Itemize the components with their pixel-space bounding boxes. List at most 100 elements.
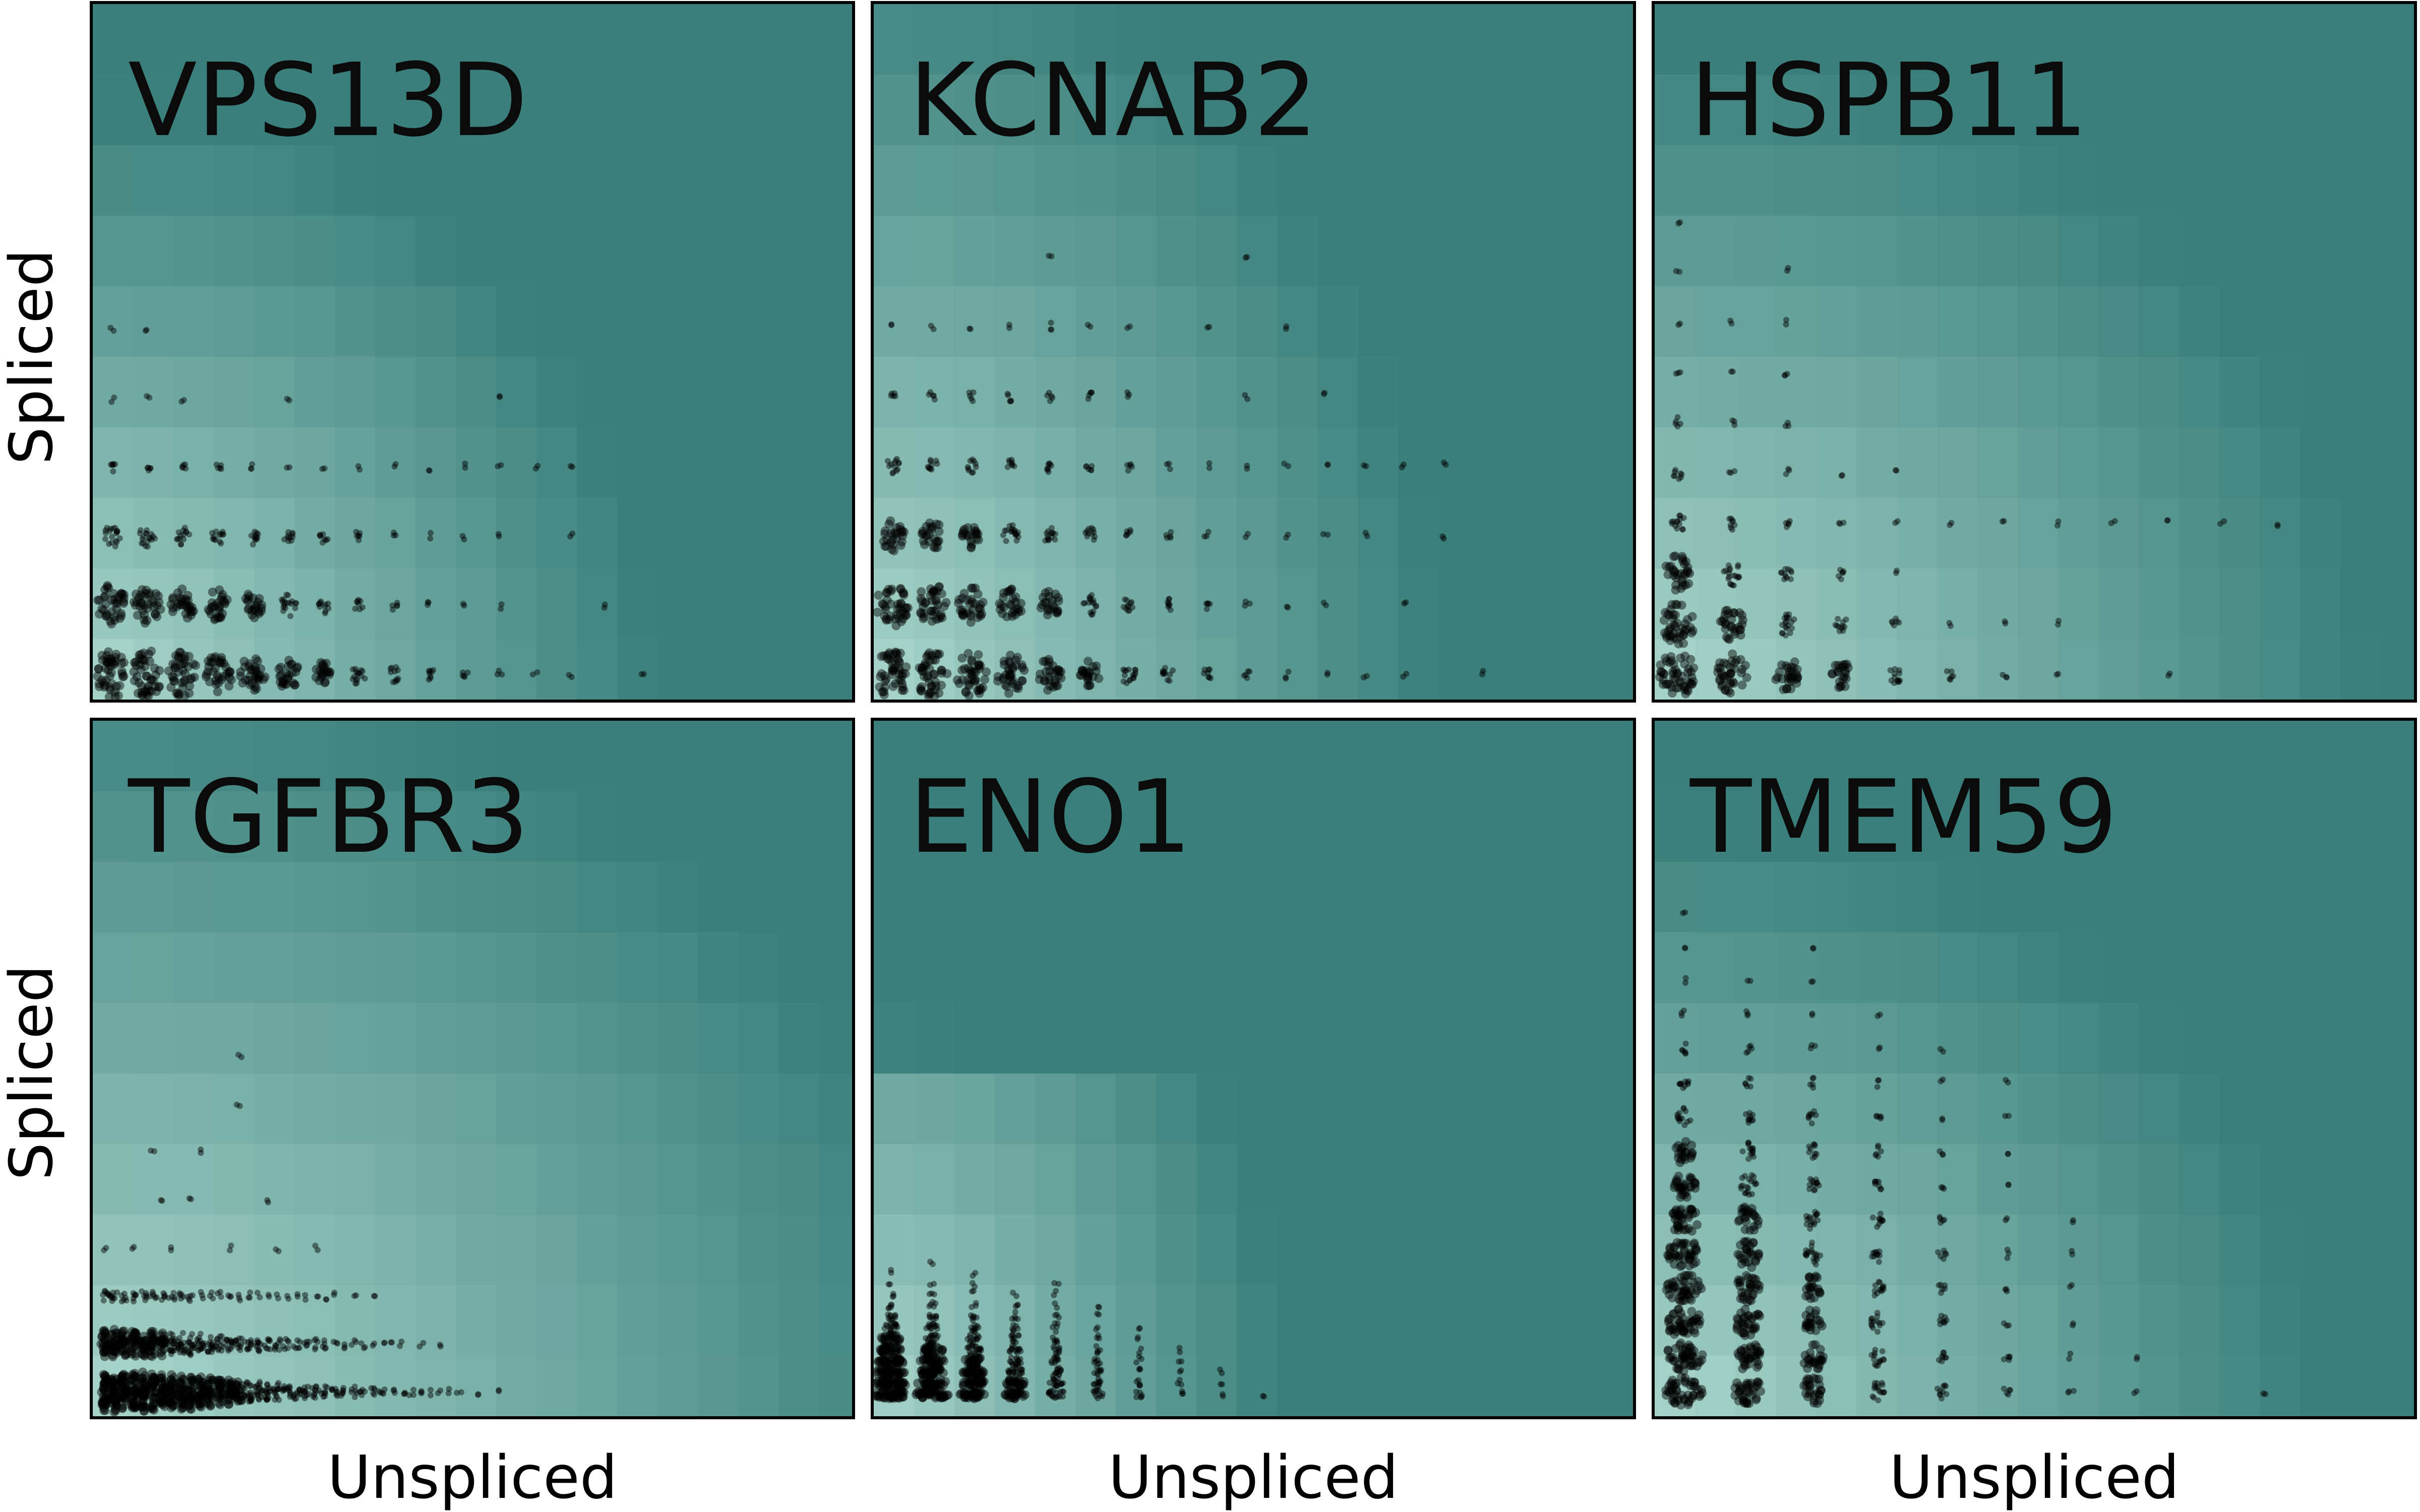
data-point — [1123, 532, 1129, 538]
data-point — [919, 1356, 928, 1365]
data-point — [142, 671, 152, 681]
data-point — [1721, 685, 1730, 695]
data-point — [109, 1407, 119, 1416]
data-point — [879, 687, 888, 697]
data-point — [98, 1400, 107, 1410]
data-point — [1839, 623, 1846, 629]
data-point — [961, 687, 971, 697]
heatmap-tile — [874, 357, 915, 428]
data-point — [250, 685, 259, 695]
data-point — [899, 527, 909, 537]
data-point — [895, 666, 904, 675]
data-point — [963, 1393, 973, 1403]
data-point — [253, 530, 260, 536]
data-point — [885, 1311, 891, 1318]
data-point — [219, 529, 226, 535]
data-point — [106, 655, 116, 664]
data-point — [174, 1390, 184, 1399]
data-point — [178, 1291, 185, 1298]
data-point — [157, 1373, 167, 1382]
data-point — [967, 1339, 973, 1346]
data-point — [111, 1387, 121, 1397]
data-point — [322, 666, 332, 675]
data-point — [886, 1359, 896, 1369]
data-point — [931, 1281, 937, 1287]
data-point — [133, 1291, 139, 1298]
data-point — [1680, 570, 1689, 580]
heatmap-tile — [2219, 75, 2260, 146]
data-point — [244, 595, 253, 604]
data-point — [1009, 1332, 1016, 1338]
heatmap-tile — [133, 721, 174, 792]
data-point — [887, 1313, 893, 1319]
data-point — [245, 659, 254, 669]
heatmap-tile — [254, 145, 295, 216]
heatmap-tile — [657, 4, 698, 75]
heatmap-tile — [698, 286, 739, 357]
heatmap-tile — [294, 569, 335, 640]
data-point — [974, 661, 984, 670]
data-point — [189, 1397, 199, 1406]
heatmap-tile — [1559, 1285, 1600, 1356]
heatmap-tile — [1519, 4, 1560, 75]
data-point — [197, 1343, 204, 1350]
heatmap-tile — [335, 216, 376, 287]
data-point — [966, 595, 976, 604]
data-point — [388, 664, 395, 671]
data-point — [877, 1389, 886, 1398]
heatmap-tile — [819, 721, 852, 792]
data-point — [891, 614, 900, 623]
data-point — [1674, 525, 1680, 532]
heatmap-tile — [914, 932, 955, 1003]
data-point — [98, 1397, 107, 1406]
data-point — [1096, 1379, 1103, 1386]
heatmap-tile — [1735, 75, 1776, 146]
data-point — [110, 657, 120, 666]
data-point — [1792, 678, 1801, 688]
data-point — [1363, 673, 1370, 679]
heatmap-tile — [819, 1285, 852, 1356]
data-point — [1095, 1356, 1101, 1363]
heatmap-tile — [1479, 932, 1520, 1003]
heatmap-tile — [1600, 357, 1633, 428]
data-point — [127, 1374, 137, 1384]
data-point — [1669, 566, 1679, 576]
data-point — [149, 1289, 156, 1295]
heatmap-tile — [1735, 145, 1776, 216]
data-point — [1674, 639, 1683, 649]
data-point — [935, 1333, 941, 1339]
data-point — [928, 466, 935, 473]
heatmap-tile — [254, 932, 295, 1003]
data-point — [168, 1382, 177, 1392]
heatmap-tile — [375, 791, 416, 862]
data-point — [1896, 667, 1903, 673]
data-point — [322, 610, 328, 616]
data-point — [152, 601, 162, 610]
data-point — [102, 536, 108, 542]
data-point — [1783, 670, 1793, 680]
data-point — [1677, 672, 1687, 681]
data-point — [295, 1345, 301, 1351]
data-point — [1014, 1389, 1024, 1398]
heatmap-tile — [1519, 75, 1560, 146]
data-point — [140, 1391, 149, 1400]
data-point — [1052, 531, 1059, 537]
data-point — [1013, 1372, 1019, 1378]
data-point — [880, 1394, 889, 1403]
data-point — [887, 1349, 897, 1359]
data-point — [108, 1378, 118, 1388]
data-point — [225, 1384, 235, 1394]
heatmap-tile — [1075, 569, 1116, 640]
data-point — [1784, 667, 1794, 677]
data-point — [215, 1381, 224, 1391]
heatmap-tile — [294, 932, 335, 1003]
data-point — [925, 664, 934, 674]
heatmap-tile — [1735, 4, 1776, 75]
data-point — [1670, 568, 1680, 577]
heatmap-tile — [335, 427, 376, 498]
heatmap-tile — [1600, 791, 1633, 862]
data-point — [1056, 1371, 1062, 1378]
data-point — [1170, 667, 1176, 674]
data-point — [236, 1295, 243, 1301]
heatmap-tile — [778, 569, 819, 640]
